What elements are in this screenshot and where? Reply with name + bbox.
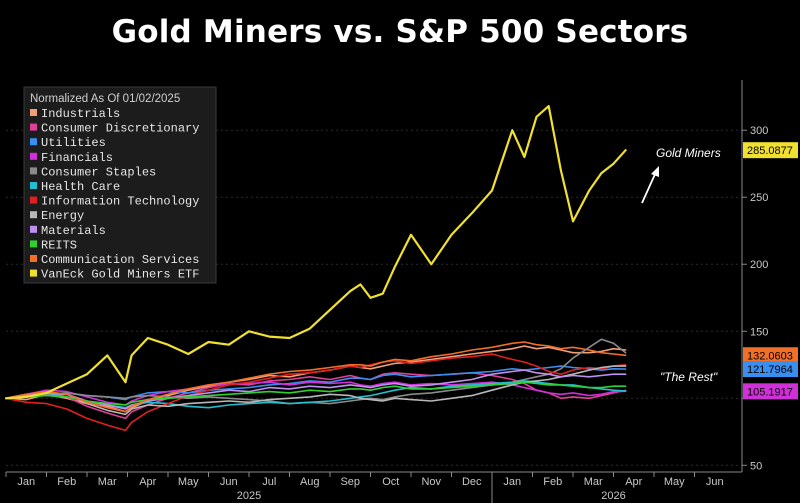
year-label: 2025 <box>237 490 261 502</box>
x-tick-label: Dec <box>462 476 482 488</box>
x-tick-label: Nov <box>421 476 441 488</box>
chart-title: Gold Miners vs. S&P 500 Sectors <box>111 14 689 50</box>
value-badge-label: 132.0603 <box>747 350 793 362</box>
legend-swatch <box>30 225 37 233</box>
value-badge <box>743 383 798 400</box>
legend-swatch <box>30 240 37 248</box>
legend-item-label: Information Technology <box>41 195 199 209</box>
legend-item-label: REITS <box>41 238 77 252</box>
x-tick-label: Jun <box>706 476 724 488</box>
series-line-energy <box>5 365 627 416</box>
x-tick-label: Jun <box>220 476 238 488</box>
x-tick-label: Jan <box>17 476 35 488</box>
legend-item-label: Energy <box>41 209 84 223</box>
series-line-reits <box>5 381 627 406</box>
legend-swatch <box>30 269 37 277</box>
legend-box <box>23 86 217 284</box>
legend-swatch <box>30 196 37 204</box>
value-badge-label: 105.1917 <box>747 386 793 398</box>
x-tick-label: Apr <box>625 476 642 488</box>
x-tick-label: Mar <box>584 476 603 488</box>
value-badge <box>743 361 798 378</box>
legend: Normalized As Of 01/02/2025IndustrialsCo… <box>23 86 217 284</box>
value-badge-label: 285.0877 <box>747 145 793 157</box>
y-tick-label: 50 <box>750 460 762 472</box>
legend-swatch <box>30 123 37 131</box>
y-tick-label: 250 <box>750 192 768 204</box>
legend-item-label: Industrials <box>41 107 120 121</box>
x-tick-label: May <box>664 476 685 488</box>
legend-item-label: Materials <box>41 224 106 238</box>
series-line-information-technology <box>5 353 627 432</box>
legend-item-label: Health Care <box>41 180 120 194</box>
annotation-arrow-head <box>651 166 659 177</box>
value-badge <box>743 142 798 159</box>
legend-swatch <box>30 167 37 175</box>
series-line-vaneck-gold-miners-etf <box>4 104 627 400</box>
legend-item-label: Communication Services <box>41 253 199 267</box>
y-tick-label: 150 <box>750 326 768 338</box>
annotations: Gold Miners "The Rest" <box>641 146 721 384</box>
value-badges: 132.0603 121.7964 105.1917 285.0877 <box>743 142 798 400</box>
series-line-utilities <box>5 365 627 401</box>
x-tick-label: Mar <box>98 476 117 488</box>
legend-item-label: Consumer Staples <box>41 165 156 179</box>
series-line-communication-services <box>5 341 627 413</box>
x-tick-label: May <box>178 476 199 488</box>
x-tick-label: Oct <box>382 476 399 488</box>
value-badge <box>743 347 798 364</box>
x-tick-label: Apr <box>139 476 156 488</box>
legend-item-label: Financials <box>41 151 113 165</box>
annotation-gold-miners: Gold Miners <box>656 146 721 160</box>
legend-swatch <box>30 211 37 219</box>
y-tick-label: 200 <box>750 259 768 271</box>
series-layer <box>4 104 627 432</box>
legend-swatch <box>30 152 37 160</box>
y-tick-label: 300 <box>750 125 768 137</box>
value-badge-label: 121.7964 <box>747 364 793 376</box>
legend-swatch <box>30 255 37 262</box>
annotation-arrow-line <box>641 171 657 204</box>
legend-item-label: Utilities <box>41 136 106 150</box>
x-tick-label: Jan <box>503 476 521 488</box>
x-tick-label: Sep <box>340 476 360 488</box>
annotation-the-rest: "The Rest" <box>660 370 718 384</box>
legend-title: Normalized As Of 01/02/2025 <box>30 93 180 105</box>
axes-layer: 50 150 200 250 300 Jan Feb Mar Apr May Jun Jul Aug Se… <box>5 80 768 503</box>
legend-item-label: Consumer Discretionary <box>41 122 199 136</box>
x-tick-label: Feb <box>57 476 76 488</box>
year-label: 2026 <box>601 490 625 502</box>
x-tick-label: Feb <box>543 476 562 488</box>
legend-swatch <box>30 109 37 116</box>
series-line-materials <box>5 369 627 410</box>
legend-swatch <box>30 182 37 189</box>
legend-item-label: VanEck Gold Miners ETF <box>41 268 199 282</box>
x-tick-label: Aug <box>300 476 320 488</box>
x-tick-label: Jul <box>262 476 276 488</box>
legend-swatch <box>30 138 37 146</box>
